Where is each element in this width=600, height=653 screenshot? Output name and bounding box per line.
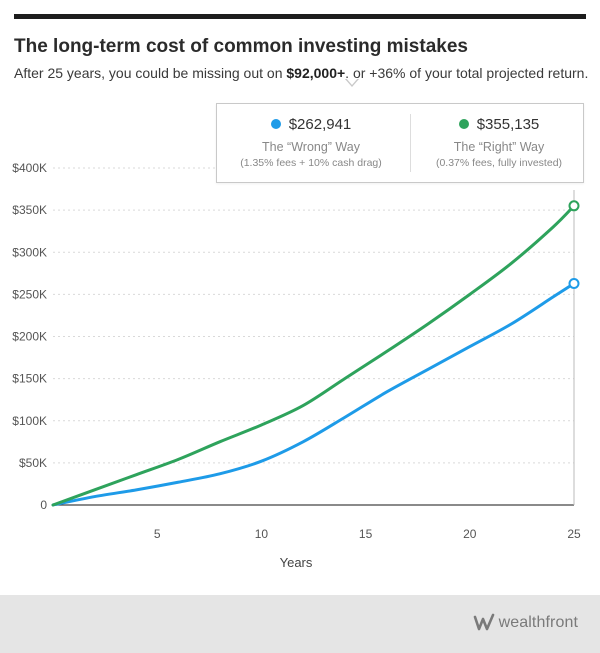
y-tick-label: $400K: [12, 161, 47, 175]
wealthfront-logo-icon: [473, 613, 494, 631]
top-rule: [14, 14, 586, 19]
right-way-endpoint: [568, 200, 580, 212]
y-tick-label: $200K: [12, 330, 47, 344]
y-tick-label: $150K: [12, 372, 47, 386]
x-tick-label: 25: [567, 527, 581, 541]
y-tick-label: 0: [40, 498, 47, 512]
wealthfront-logo[interactable]: wealthfront: [473, 612, 578, 634]
x-tick-label: 5: [154, 527, 161, 541]
tooltip-wrong-way: $262,941 The “Wrong” Way (1.35% fees + 1…: [221, 114, 401, 170]
wrong-way-line: [51, 281, 576, 507]
wrong-way-value: $262,941: [288, 116, 352, 133]
subtitle-prefix: After 25 years, you could be missing out…: [14, 65, 287, 81]
chart-subtitle: After 25 years, you could be missing out…: [14, 65, 588, 81]
subtitle-bold-amount: $92,000+: [286, 65, 346, 81]
wrong-way-endpoint: [568, 277, 580, 289]
tooltip-pointer-inner: [346, 78, 358, 85]
brand-name: wealthfront: [498, 614, 578, 631]
y-tick-label: $50K: [19, 456, 47, 470]
y-tick-label: $350K: [12, 203, 47, 217]
y-tick-label: $250K: [12, 287, 47, 301]
x-axis-label: Years: [280, 555, 313, 570]
tooltip: $262,941 The “Wrong” Way (1.35% fees + 1…: [216, 103, 584, 183]
right-way-name: The “Right” Way: [453, 140, 545, 154]
line-chart[interactable]: 0 $50K $100K $150K $200K $250K $300K $350K $400K…: [0, 0, 600, 595]
subtitle-suffix: , or +36% of your total projected return…: [345, 65, 589, 81]
right-way-dot-icon: [458, 119, 469, 129]
right-way-note: (0.37% fees, fully invested): [435, 157, 563, 169]
wrong-way-dot-icon: [270, 119, 281, 129]
x-tick-label: 15: [359, 527, 373, 541]
wrong-way-name: The “Wrong” Way: [262, 140, 360, 154]
tooltip-divider: [410, 114, 411, 172]
right-way-line: [51, 204, 576, 507]
right-way-value: $355,135: [476, 116, 540, 133]
tooltip-right-way: $355,135 The “Right” Way (0.37% fees, fu…: [409, 114, 589, 170]
chart-title: The long-term cost of common investing m…: [14, 36, 468, 57]
y-tick-label: $100K: [12, 414, 47, 428]
y-tick-label: $300K: [12, 245, 47, 259]
wrong-way-note: (1.35% fees + 10% cash drag): [240, 157, 382, 169]
x-tick-label: 10: [255, 527, 269, 541]
chart-area[interactable]: 0 $50K $100K $150K $200K $250K $300K $350K $400K…: [0, 0, 600, 595]
x-tick-label: 20: [463, 527, 477, 541]
footer: wealthfront: [0, 595, 600, 653]
